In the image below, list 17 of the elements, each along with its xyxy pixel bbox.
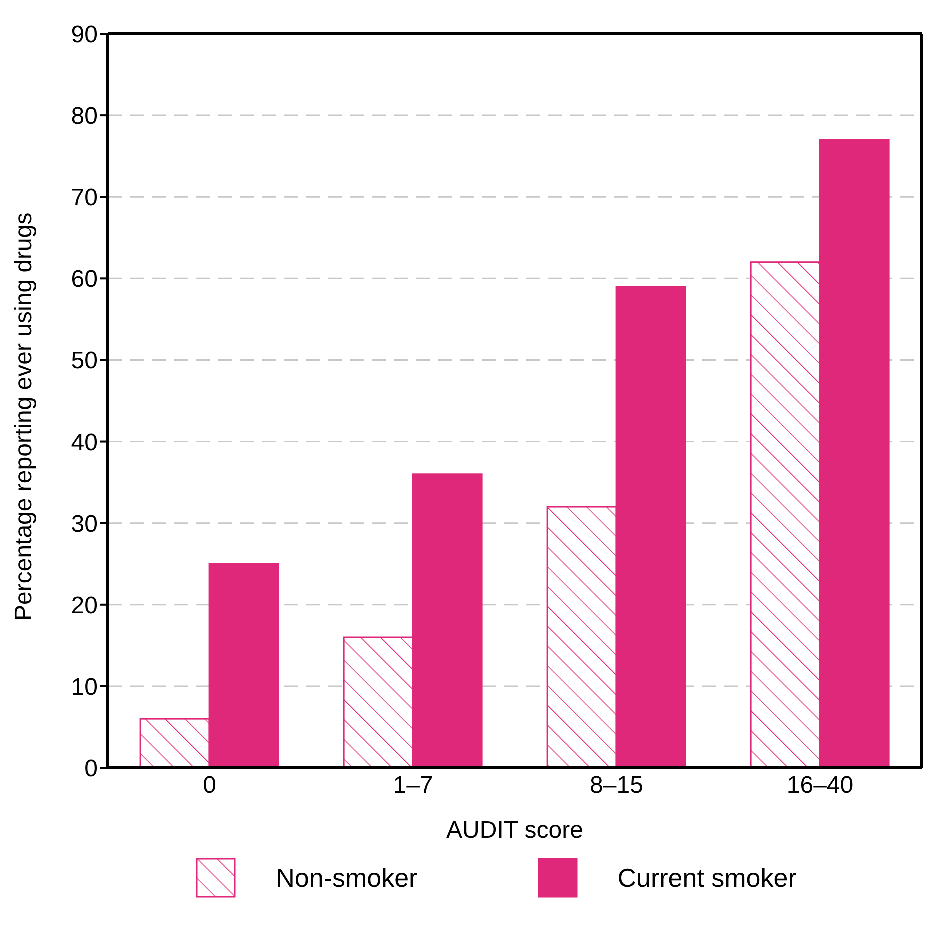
y-axis-title: Percentage reporting ever using drugs	[10, 212, 38, 621]
y-tick-label: 80	[71, 103, 98, 130]
y-tick-label: 70	[71, 184, 98, 212]
x-axis-title: AUDIT score	[446, 817, 584, 844]
y-tick-label: 40	[71, 429, 98, 456]
y-tick-label: 10	[71, 674, 98, 701]
y-tick-label: 30	[71, 510, 98, 538]
x-tick-label: 1–7	[393, 772, 434, 800]
y-tick-label: 60	[71, 266, 98, 294]
x-tick-label: 16–40	[786, 772, 854, 800]
legend-label: Non-smoker	[276, 862, 418, 894]
y-tick-label: 50	[71, 348, 98, 375]
legend-label: Current smoker	[618, 862, 797, 894]
x-tick-label: 0	[203, 772, 216, 800]
y-tick-label: 20	[71, 592, 98, 620]
y-tick-label: 90	[71, 22, 98, 49]
x-tick-label: 8–15	[590, 772, 644, 800]
